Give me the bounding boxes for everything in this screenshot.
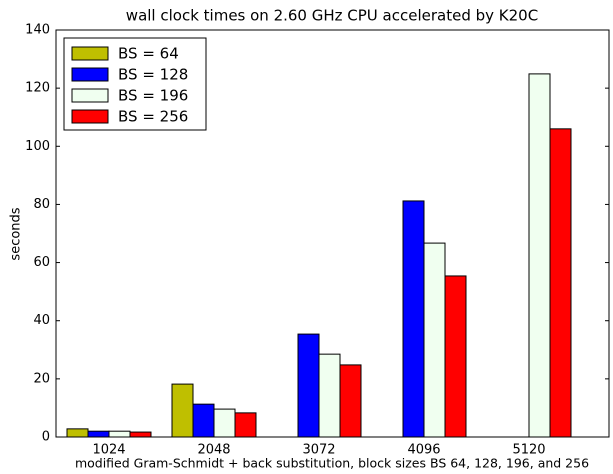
bar [444, 275, 467, 438]
y-tick-label: 0 [42, 430, 50, 445]
bar [108, 430, 131, 438]
bar [192, 403, 215, 438]
bar [549, 128, 572, 438]
y-tick-label: 120 [25, 81, 50, 96]
y-tick-label: 100 [25, 139, 50, 154]
bar [423, 242, 446, 438]
y-axis-label: seconds [9, 207, 24, 260]
bar [66, 428, 89, 438]
x-tick-label: 5120 [512, 443, 545, 458]
y-tick-label: 80 [33, 197, 50, 212]
legend-swatch [71, 109, 109, 124]
bar [402, 200, 425, 438]
legend-label: BS = 256 [118, 108, 188, 126]
bar [297, 333, 320, 438]
bar [318, 353, 341, 438]
y-tick-label: 40 [33, 313, 50, 328]
x-axis-label: modified Gram-Schmidt + back substitutio… [75, 456, 589, 471]
legend-swatch [71, 88, 109, 103]
legend-label: BS = 128 [118, 66, 188, 84]
y-tick-label: 140 [25, 23, 50, 38]
chart-title: wall clock times on 2.60 GHz CPU acceler… [126, 7, 538, 25]
bar [339, 364, 362, 438]
bar [528, 73, 551, 438]
bar [171, 383, 194, 438]
plot-frame [55, 29, 610, 438]
bar [213, 408, 236, 438]
x-tick-label: 3072 [302, 443, 335, 458]
x-tick-label: 4096 [407, 443, 440, 458]
y-tick-label: 20 [33, 371, 50, 386]
legend-swatch [71, 67, 109, 82]
x-tick-label: 2048 [197, 443, 230, 458]
legend-swatch [71, 46, 109, 61]
bar [87, 430, 110, 438]
y-tick-label: 60 [33, 255, 50, 270]
x-tick-label: 1024 [92, 443, 125, 458]
legend-label: BS = 64 [118, 45, 179, 63]
legend-label: BS = 196 [118, 87, 188, 105]
bar [234, 412, 257, 438]
bar [129, 431, 152, 438]
